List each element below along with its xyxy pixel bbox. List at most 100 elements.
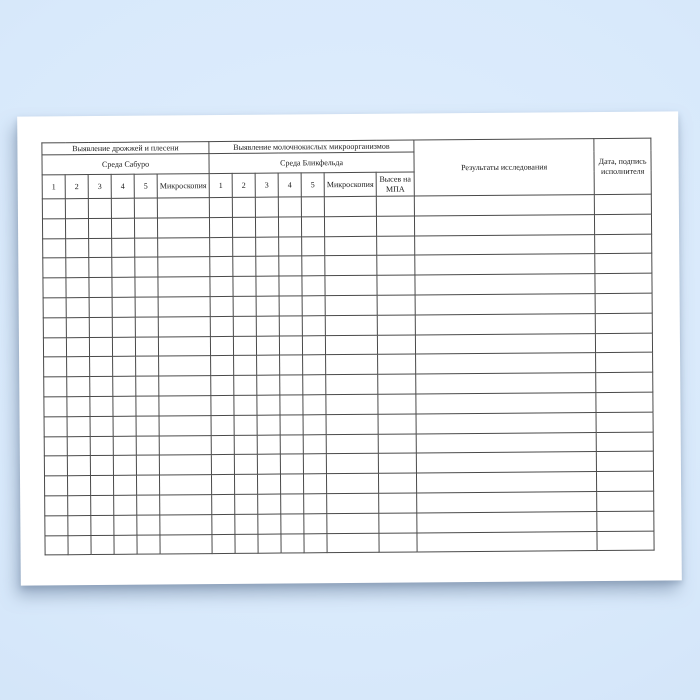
table-cell — [414, 194, 595, 216]
table-cell — [257, 493, 281, 514]
table-cell — [43, 357, 67, 378]
table-cell — [89, 356, 113, 377]
table-cell — [43, 337, 67, 358]
table-cell — [158, 336, 211, 357]
table-cell — [414, 273, 596, 295]
table-cell — [135, 356, 159, 377]
table-cell — [136, 514, 160, 535]
journal-table: Выявление дрожжей и плесени Выявление мо… — [41, 137, 655, 556]
table-cell — [159, 454, 212, 476]
table-cell — [134, 237, 158, 258]
table-cell — [303, 493, 327, 514]
table-cell — [326, 513, 379, 534]
table-cell — [159, 494, 212, 515]
table-cell — [376, 275, 416, 296]
table-cell — [67, 475, 91, 496]
table-cell — [324, 196, 377, 217]
table-cell — [378, 433, 417, 454]
table-cell — [135, 336, 159, 357]
table-cell — [303, 414, 327, 435]
table-cell — [234, 513, 258, 534]
table-cell — [256, 315, 280, 336]
table-cell — [325, 315, 378, 336]
table-cell — [211, 514, 235, 535]
table-cell — [326, 532, 380, 554]
header-blickfeld-col-5: 5 — [301, 172, 325, 197]
table-cell — [279, 394, 304, 415]
header-blickfeld-col-2: 2 — [232, 173, 256, 198]
table-cell — [157, 256, 210, 278]
table-cell — [88, 257, 112, 278]
table-cell — [134, 257, 158, 278]
table-cell — [210, 335, 234, 356]
table-cell — [158, 395, 212, 416]
table-cell — [257, 454, 281, 475]
table-cell — [415, 392, 597, 414]
table-body — [42, 194, 655, 556]
table-cell — [210, 316, 234, 337]
table-cell — [43, 396, 68, 417]
table-cell — [414, 214, 595, 236]
table-cell — [67, 436, 91, 457]
table-cell — [256, 335, 280, 356]
table-cell — [234, 414, 258, 435]
header-sabouraud-col-3: 3 — [88, 174, 112, 199]
table-cell — [44, 515, 68, 536]
table-cell — [89, 396, 114, 417]
table-cell — [232, 256, 256, 277]
table-cell — [302, 374, 326, 395]
table-cell — [256, 296, 280, 317]
header-sabouraud-medium: Среда Сабуро — [41, 153, 210, 175]
table-cell — [594, 273, 653, 294]
table-cell — [325, 394, 379, 415]
table-cell — [112, 297, 136, 318]
table-cell — [233, 375, 257, 396]
table-cell — [89, 376, 113, 397]
table-cell — [135, 296, 159, 317]
table-cell — [594, 213, 652, 235]
table-cell — [111, 277, 136, 298]
table-cell — [377, 393, 417, 415]
header-sabouraud-col-1: 1 — [42, 174, 66, 199]
table-cell — [112, 356, 136, 377]
table-cell — [232, 217, 256, 238]
table-cell — [233, 395, 258, 416]
table-cell — [416, 511, 597, 533]
table-cell — [378, 512, 417, 533]
table-cell — [67, 455, 91, 476]
table-cell — [594, 194, 652, 215]
table-cell — [376, 195, 415, 217]
table-cell — [158, 296, 211, 317]
table-cell — [414, 234, 595, 256]
table-cell — [595, 312, 653, 334]
table-cell — [65, 198, 89, 219]
table-cell — [159, 534, 213, 555]
table-cell — [232, 197, 256, 218]
header-sabouraud-col-5: 5 — [134, 174, 158, 199]
table-cell — [303, 533, 328, 554]
table-cell — [135, 395, 160, 416]
table-cell — [209, 237, 233, 257]
table-cell — [377, 314, 416, 335]
table-cell — [255, 236, 279, 257]
table-cell — [136, 534, 161, 555]
table-cell — [136, 415, 160, 436]
table-cell — [135, 316, 159, 337]
table-cell — [595, 372, 653, 393]
table-cell — [88, 277, 113, 298]
table-cell — [67, 416, 91, 437]
table-cell — [596, 510, 654, 532]
table-cell — [257, 513, 281, 534]
table-cell — [66, 356, 90, 377]
table-cell — [325, 334, 378, 356]
table-cell — [595, 332, 653, 353]
table-cell — [278, 276, 303, 297]
table-cell — [414, 253, 595, 276]
table-cell — [416, 471, 597, 493]
table-cell — [378, 473, 417, 494]
table-cell — [112, 396, 137, 417]
table-cell — [210, 355, 234, 376]
table-cell — [415, 293, 596, 315]
table-cell — [326, 453, 379, 474]
table-cell — [211, 474, 235, 495]
